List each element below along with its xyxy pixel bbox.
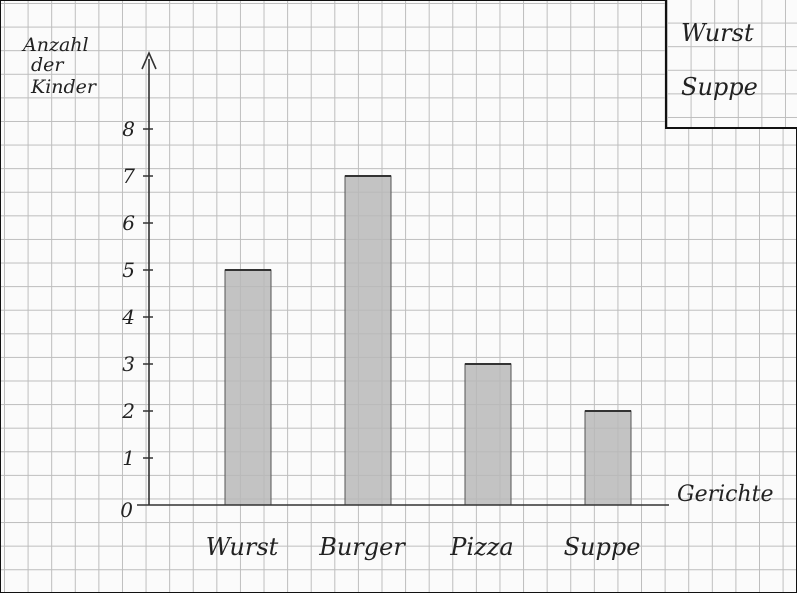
x-tick-label: Suppe [564,533,641,561]
y-tick-label: 3 [122,352,135,376]
y-axis-arrow [141,51,157,70]
y-tick-label: 2 [121,399,135,423]
y-ticks-group: 0 1 2 3 4 5 6 7 8 [120,117,153,522]
x-tick-label: Burger [318,533,406,561]
y-tick-label: 8 [122,117,135,141]
y-tick-label: 1 [122,446,135,470]
bars-group [224,175,632,506]
x-tick-label: Pizza [449,533,513,561]
legend-row-2: Suppe [681,73,758,101]
x-tick-label: Wurst [206,533,279,561]
x-labels-group: Wurst Burger Pizza Suppe [206,533,641,561]
y-tick-label: 5 [122,258,135,282]
bar-pizza [464,363,512,506]
axes-group [137,51,669,506]
bar-suppe [584,410,632,506]
y-tick-label: 0 [120,498,133,522]
y-axis-label-line-1: Anzahl [21,34,89,56]
legend-table: Wurst Suppe [665,0,797,129]
bar-burger [344,175,392,506]
x-axis-label: Gerichte [677,482,774,507]
y-tick-label: 6 [122,211,135,235]
y-tick-label: 7 [122,164,135,188]
y-tick-label: 4 [121,305,135,329]
y-axis-label-line-2: der [31,54,65,76]
y-axis-label-line-3: Kinder [30,76,98,98]
legend-row-1: Wurst [681,19,754,47]
bar-wurst [224,269,272,506]
